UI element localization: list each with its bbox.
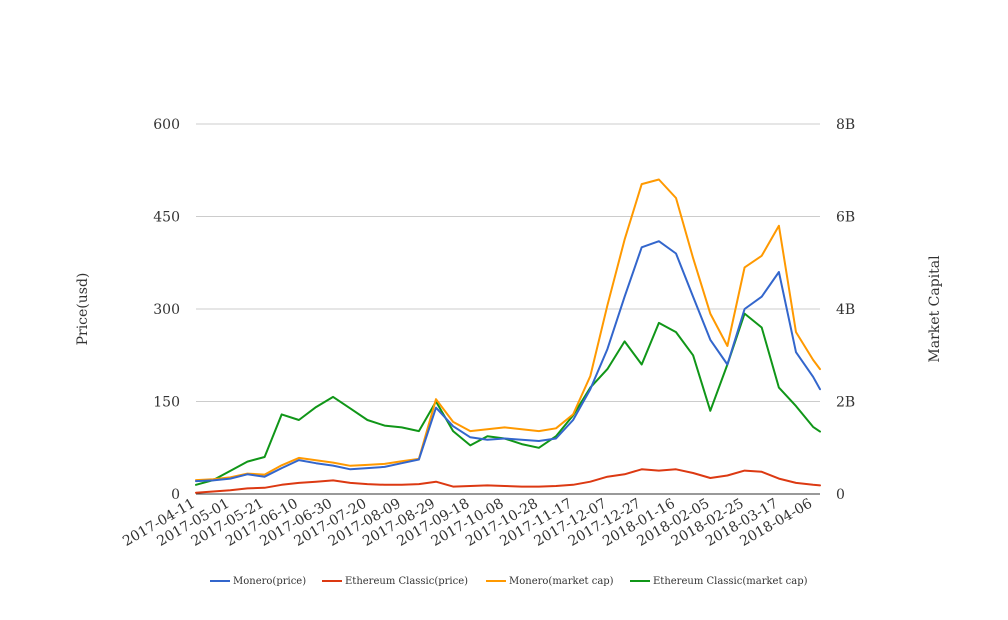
legend-label: Ethereum Classic(market cap) (653, 576, 808, 587)
y-left-tick-label: 150 (153, 395, 180, 411)
y-right-tick-label: 2B (836, 395, 855, 411)
legend-label: Monero(price) (233, 576, 306, 587)
y-left-tick-label: 300 (153, 302, 180, 318)
y-axis-right-title: Market Capital (927, 255, 943, 363)
legend-label: Monero(market cap) (509, 576, 614, 587)
y-left-tick-label: 0 (171, 487, 180, 503)
y-right-tick-label: 6B (836, 210, 855, 226)
y-axis-left-title: Price(usd) (75, 273, 91, 346)
series-line-monero-price (195, 240, 821, 483)
series-line-monero-market-cap (195, 178, 821, 482)
series-line-ethereum-classic-market-cap (195, 312, 821, 486)
grid-lines (196, 123, 820, 402)
y-right-tick-label: 0 (836, 487, 845, 503)
y-left-tick-label: 450 (153, 210, 180, 226)
y-right-tick-label: 8B (836, 117, 855, 133)
series-lines (195, 178, 821, 494)
legend: Monero(price) Ethereum Classic(price) Mone… (210, 576, 808, 587)
series-line-ethereum-classic-price (195, 468, 821, 494)
y-right-tick-label: 4B (836, 302, 855, 318)
legend-label: Ethereum Classic(price) (345, 576, 468, 587)
y-left-tick-label: 600 (153, 117, 180, 133)
